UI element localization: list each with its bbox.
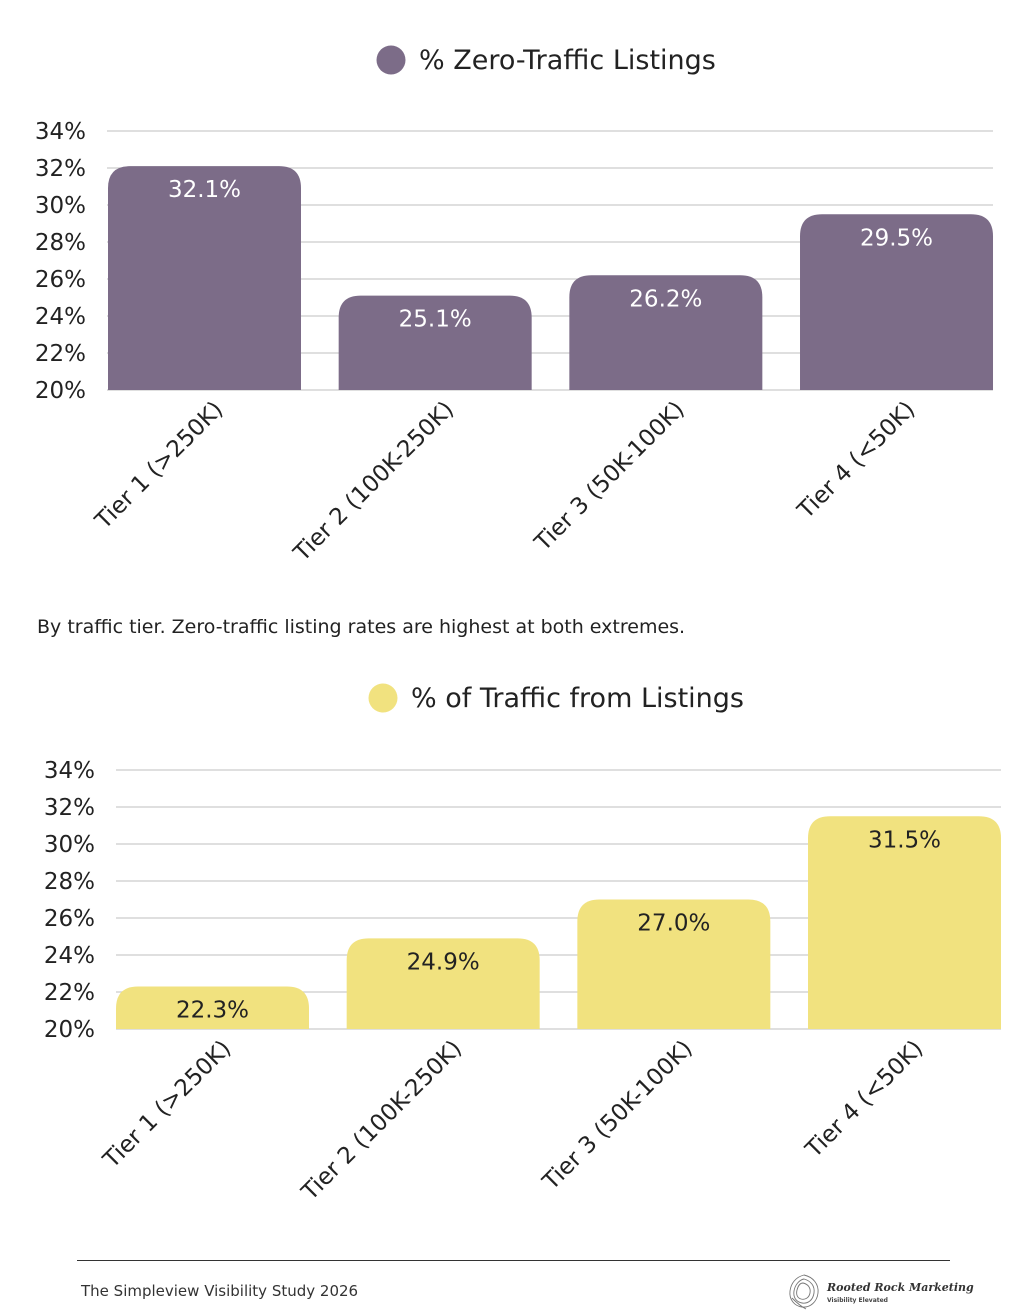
zero-traffic-chart: % Zero-Traffic Listings 20% 22% 24% 26% 28% 30… <box>35 45 994 568</box>
y-tick-label: 24% <box>35 304 86 330</box>
bar-value-label: 22.3% <box>176 997 249 1023</box>
legend-swatch <box>376 45 406 75</box>
bar <box>800 214 994 390</box>
bar-value-label: 24.9% <box>407 949 480 975</box>
bar <box>108 166 301 390</box>
footer-divider <box>77 1260 950 1261</box>
y-tick-label: 34% <box>44 758 95 784</box>
y-tick-label: 26% <box>44 906 95 932</box>
bar-value-label: 29.5% <box>860 225 933 251</box>
y-tick-label: 20% <box>35 378 86 404</box>
y-tick-label: 32% <box>44 795 95 821</box>
x-category-label: Tier 1 (>250K) <box>98 1036 236 1174</box>
bar-value-label: 31.5% <box>868 827 941 853</box>
legend-swatch <box>368 683 398 713</box>
brand-tagline: Visibility Elevated <box>827 1297 888 1304</box>
y-tick-label: 30% <box>44 832 95 858</box>
y-tick-label: 28% <box>35 230 86 256</box>
y-tick-label: 26% <box>35 267 86 293</box>
x-category-label: Tier 3 (50K-100K) <box>537 1036 697 1196</box>
brand-logo: Rooted Rock Marketing Visibility Elevate… <box>786 1273 974 1311</box>
y-tick-label: 34% <box>35 119 86 145</box>
y-tick-label: 20% <box>44 1017 95 1043</box>
y-tick-label: 28% <box>44 869 95 895</box>
y-tick-label: 22% <box>35 341 86 367</box>
traffic-from-listings-chart: % of Traffic from Listings 20% 22% 24% 26% 28… <box>44 683 1002 1207</box>
x-category-label: Tier 3 (50K-100K) <box>529 397 689 557</box>
bar <box>346 938 540 1029</box>
legend-label: % of Traffic from Listings <box>411 683 744 714</box>
bar <box>808 816 1002 1029</box>
rock-logo-icon <box>789 1274 819 1310</box>
x-category-label: Tier 1 (>250K) <box>90 397 228 535</box>
brand-name: Rooted Rock Marketing <box>827 1281 974 1294</box>
x-category-label: Tier 2 (100K-250K) <box>296 1036 467 1207</box>
x-category-label: Tier 2 (100K-250K) <box>288 397 459 568</box>
bar <box>577 899 771 1029</box>
bar-value-label: 26.2% <box>629 286 702 312</box>
y-tick-label: 32% <box>35 156 86 182</box>
y-tick-label: 24% <box>44 943 95 969</box>
bar-value-label: 32.1% <box>168 177 241 203</box>
bar-value-label: 25.1% <box>399 307 472 333</box>
bar <box>569 275 763 390</box>
bar-value-label: 27.0% <box>637 911 710 937</box>
y-tick-label: 22% <box>44 980 95 1006</box>
bar <box>338 295 532 390</box>
y-tick-label: 30% <box>35 193 86 219</box>
legend-label: % Zero-Traffic Listings <box>419 45 716 76</box>
x-category-label: Tier 4 (<50K) <box>800 1036 928 1164</box>
x-category-label: Tier 4 (<50K) <box>792 397 920 525</box>
chart-caption: By traffic tier. Zero-traffic listing ra… <box>37 616 686 638</box>
bar <box>116 986 309 1029</box>
footer-study-title: The Simpleview Visibility Study 2026 <box>81 1282 359 1300</box>
